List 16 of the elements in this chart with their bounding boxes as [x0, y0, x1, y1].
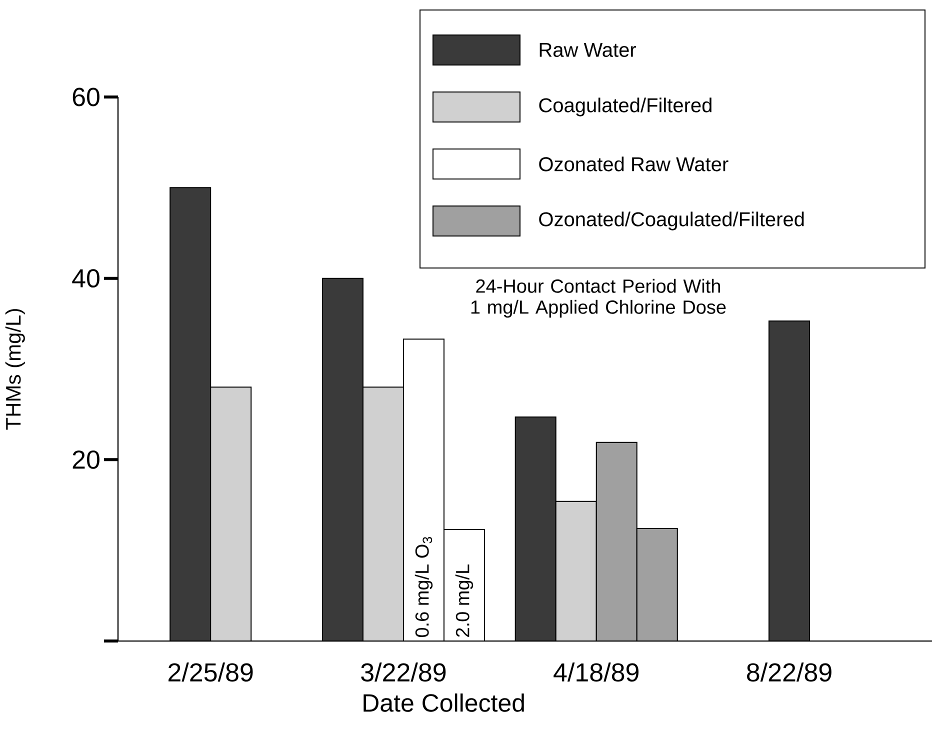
y-tick-label: 20 [72, 450, 100, 469]
annotation: 0.6 mg/L O$_{3}$ [414, 536, 433, 638]
y-axis-title: THMs (mg/L) [5, 309, 25, 430]
y-tick-label: 60 [72, 88, 100, 106]
legend-label: Ozonated/Coagulated/Filtered [539, 212, 804, 230]
legend-label: Raw Water [540, 43, 636, 57]
x-tick-label: 3/22/89 [361, 662, 446, 682]
x-tick-label: 4/18/89 [554, 662, 639, 682]
annotation: 24-Hour Contact Period With 1 mg/L Applied Chlorine Dose [471, 278, 726, 318]
legend-label: Ozonated Raw Water [539, 156, 728, 172]
y-tick-label: 40 [72, 269, 100, 288]
annotation: 2.0 mg/L [455, 564, 474, 637]
x-tick-label: 8/22/89 [747, 662, 832, 682]
x-axis-title: Date Collected [364, 693, 524, 712]
legend-label: Coagulated/Filtered [539, 98, 712, 116]
x-tick-label: 2/25/89 [168, 662, 253, 682]
